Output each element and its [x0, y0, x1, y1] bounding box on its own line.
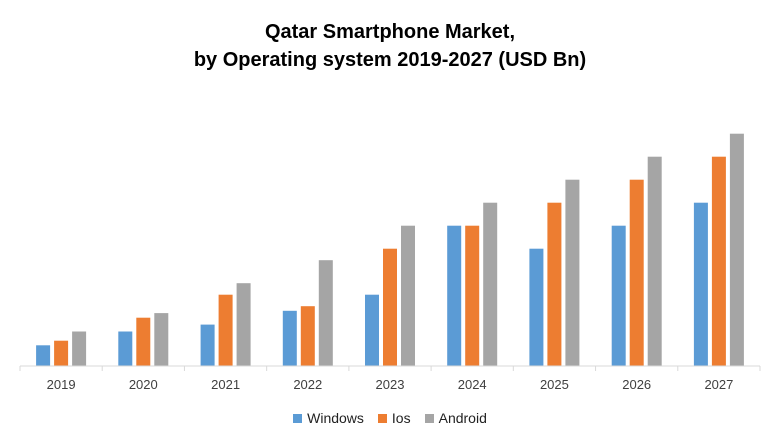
- x-tick-label-2027: 2027: [704, 377, 733, 392]
- bar-android-2025: [565, 179, 580, 366]
- bar-windows-2023: [365, 294, 379, 366]
- bar-android-2023: [401, 225, 415, 366]
- x-tick-label-2025: 2025: [540, 377, 569, 392]
- bar-ios-2025: [547, 202, 562, 366]
- bar-android-2021: [236, 283, 251, 366]
- legend-label-ios: Ios: [391, 410, 411, 426]
- x-tick-label-2020: 2020: [129, 377, 158, 392]
- bar-ios-2020: [136, 317, 151, 366]
- legend-label-android: Android: [438, 410, 487, 426]
- bar-ios-2019: [54, 340, 69, 366]
- bar-android-2027: [729, 133, 744, 366]
- bar-windows-2026: [611, 225, 626, 366]
- bar-windows-2019: [36, 345, 51, 366]
- bar-android-2019: [72, 331, 87, 366]
- bar-windows-2025: [529, 248, 544, 366]
- bar-ios-2026: [629, 179, 644, 366]
- legend-swatch-ios: [377, 413, 387, 423]
- bar-android-2020: [154, 313, 169, 366]
- x-tick-label-2021: 2021: [211, 377, 240, 392]
- bar-android-2022: [318, 260, 333, 366]
- legend-item-android: Android: [424, 410, 487, 426]
- x-tick-label-2023: 2023: [376, 377, 405, 392]
- bar-ios-2021: [218, 294, 233, 366]
- bar-ios-2023: [383, 248, 397, 366]
- legend-item-ios: Ios: [377, 410, 411, 426]
- chart-title-line-2: by Operating system 2019-2027 (USD Bn): [193, 49, 587, 71]
- x-tick-label-2019: 2019: [47, 377, 76, 392]
- bar-android-2024: [483, 202, 498, 366]
- legend-swatch-windows: [293, 413, 303, 423]
- bar-android-2026: [647, 156, 662, 366]
- chart-title-line-1: Qatar Smartphone Market,: [264, 21, 516, 43]
- legend-label-windows: Windows: [307, 410, 364, 426]
- x-tick-label-2024: 2024: [458, 377, 487, 392]
- bar-ios-2024: [465, 225, 480, 366]
- chart-title: Qatar Smartphone Market, by Operating sy…: [0, 18, 780, 74]
- bar-windows-2027: [693, 202, 708, 366]
- x-tick-label-2026: 2026: [622, 377, 651, 392]
- legend-item-windows: Windows: [293, 410, 364, 426]
- bar-windows-2020: [118, 331, 133, 366]
- chart-legend: Windows Ios Android: [0, 410, 780, 426]
- legend-swatch-android: [424, 413, 434, 423]
- bar-ios-2027: [711, 156, 726, 366]
- bar-windows-2021: [200, 324, 215, 366]
- bar-ios-2022: [300, 306, 315, 366]
- x-tick-label-2022: 2022: [293, 377, 322, 392]
- bar-windows-2024: [447, 225, 462, 366]
- bar-windows-2022: [282, 310, 297, 366]
